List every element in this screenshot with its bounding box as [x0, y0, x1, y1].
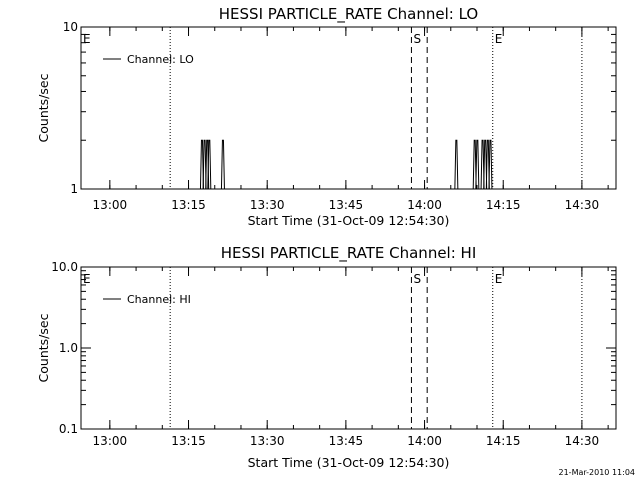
chart-2-y-tick-label: 10.0: [51, 260, 78, 274]
chart-1-x-tick-label: 13:15: [171, 198, 206, 212]
chart-2-marker-label: E: [83, 272, 91, 286]
chart-1-marker-label: E: [83, 32, 91, 46]
chart-1-x-tick-label: 13:00: [93, 198, 128, 212]
chart-2-y-tick-label: 1.0: [59, 341, 78, 355]
chart-1-data-point: [488, 139, 493, 190]
chart-1-x-tick-label: 14:30: [565, 198, 600, 212]
chart-1-data-point: [480, 139, 485, 190]
chart-2-x-tick-label: 13:00: [93, 434, 128, 448]
chart-1-data-point: [475, 139, 480, 190]
chart-2-x-tick-label: 14:15: [486, 434, 521, 448]
chart-1-data-point: [202, 139, 207, 190]
chart-1-y-axis-label: Counts/sec: [36, 73, 51, 142]
chart-2-plot-frame: [80, 266, 617, 430]
chart-1-y-tick-label: 10: [63, 20, 78, 34]
chart-1-data-point: [220, 139, 225, 190]
chart-1-plot-frame: [80, 26, 617, 190]
chart-2-x-tick-label: 13:15: [171, 434, 206, 448]
chart-2-x-axis-label: Start Time (31-Oct-09 12:54:30): [248, 455, 450, 470]
chart-1-marker-label: S: [413, 32, 421, 46]
chart-1-x-tick-label: 13:30: [250, 198, 285, 212]
chart-2-marker-label: E: [495, 272, 503, 286]
chart-2-x-tick-label: 13:30: [250, 434, 285, 448]
chart-2-x-tick-label: 13:45: [329, 434, 364, 448]
chart-1-data-point: [199, 139, 204, 190]
chart-2-x-tick-label: 14:00: [407, 434, 442, 448]
chart-2-y-axis-label: Counts/sec: [36, 313, 51, 382]
chart-1-data-point: [472, 139, 477, 190]
chart-2: HESSI PARTICLE_RATE Channel: HI 0.1 1.0 10.…: [36, 244, 617, 470]
chart-1-legend-label: Channel: LO: [127, 53, 194, 66]
chart-1-x-tick-label: 14:15: [486, 198, 521, 212]
chart-1-data-point: [454, 139, 459, 190]
chart-1-data-point: [483, 139, 488, 190]
chart-2-title: HESSI PARTICLE_RATE Channel: HI: [221, 244, 477, 263]
chart-2-legend-label: Channel: HI: [127, 293, 191, 306]
chart-1-data-point: [207, 139, 212, 190]
chart-1-title: HESSI PARTICLE_RATE Channel: LO: [219, 5, 478, 24]
chart-1-x-tick-label: 14:00: [407, 198, 442, 212]
chart-2-x-tick-label: 14:30: [565, 434, 600, 448]
chart-2-y-tick-label: 0.1: [59, 422, 78, 436]
generation-timestamp: 21-Mar-2010 11:04: [559, 468, 636, 477]
chart-1-y-tick-label: 1: [70, 182, 78, 196]
chart-1-x-axis-label: Start Time (31-Oct-09 12:54:30): [248, 213, 450, 228]
chart-1-data-point: [485, 139, 490, 190]
chart-1-marker-label: E: [495, 32, 503, 46]
chart-2-marker-label: S: [413, 272, 421, 286]
chart-1-x-tick-label: 13:45: [329, 198, 364, 212]
chart-1: HESSI PARTICLE_RATE Channel: LO 1 10 13:00 1…: [36, 5, 617, 228]
